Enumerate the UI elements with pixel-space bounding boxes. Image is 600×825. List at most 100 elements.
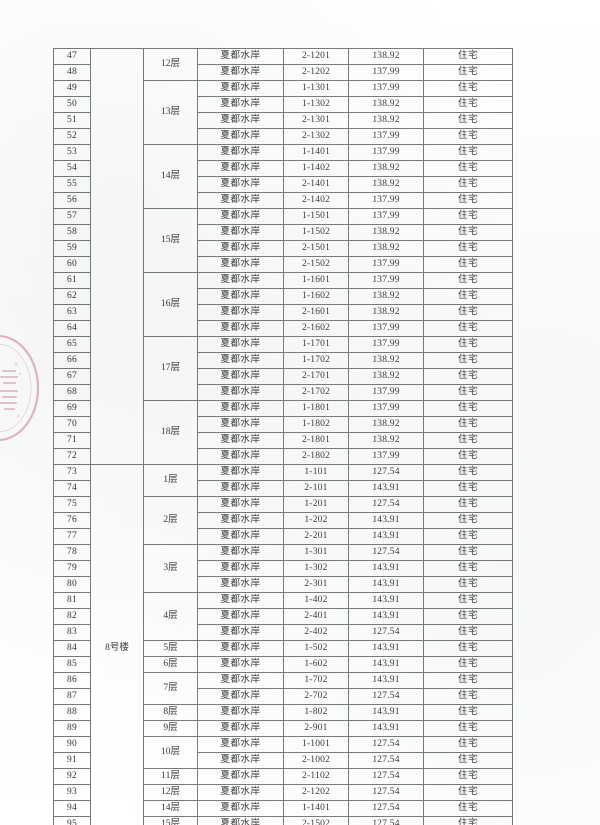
cell-sequence-number: 51 [53, 112, 91, 129]
table-body: 47 12层 夏都水岸 2-1201 138.92 住宅 48 夏都水岸 2-1202 137.9… [53, 48, 513, 825]
table-row: 65 17层 夏都水岸 1-1701 137.99 住宅 [53, 336, 513, 401]
cell-sequence-number: 65 [53, 336, 91, 353]
cell-area: 127.54 [348, 496, 424, 513]
cell-area: 138.92 [348, 48, 424, 65]
cell-usage: 住宅 [423, 672, 513, 689]
cell-unit-number: 2-1201 [283, 48, 349, 65]
cell-project-name: 夏都水岸 [197, 544, 284, 561]
cell-usage: 住宅 [423, 80, 513, 97]
cell-area: 143.91 [348, 528, 424, 545]
cell-area: 137.99 [348, 320, 424, 337]
cell-area: 127.54 [348, 464, 424, 481]
cell-usage: 住宅 [423, 752, 513, 769]
table-row: 52 夏都水岸 2-1302 137.99 住宅 [53, 128, 513, 145]
cell-project-name: 夏都水岸 [197, 112, 284, 129]
cell-area: 127.54 [348, 784, 424, 801]
cell-sequence-number: 57 [53, 208, 91, 225]
cell-usage: 住宅 [423, 592, 513, 609]
cell-unit-number: 2-1501 [283, 240, 349, 257]
cell-project-name: 夏都水岸 [197, 592, 284, 609]
cell-sequence-number: 93 [53, 784, 91, 801]
cell-unit-number: 1-1602 [283, 288, 349, 305]
cell-usage: 住宅 [423, 416, 513, 433]
cell-area: 137.99 [348, 144, 424, 161]
cell-unit-number: 2-1202 [283, 784, 349, 801]
cell-area: 143.91 [348, 656, 424, 673]
cell-unit-number: 2-1801 [283, 432, 349, 449]
cell-area: 127.54 [348, 624, 424, 641]
cell-usage: 住宅 [423, 336, 513, 353]
cell-area: 143.91 [348, 608, 424, 625]
cell-unit-number: 1-1402 [283, 160, 349, 177]
property-registration-table: 47 12层 夏都水岸 2-1201 138.92 住宅 48 夏都水岸 2-1202 137.9… [53, 48, 513, 825]
table-row: 92 11层 夏都水岸 2-1102 127.54 住宅 [53, 768, 513, 785]
cell-project-name: 夏都水岸 [197, 576, 284, 593]
cell-project-name: 夏都水岸 [197, 496, 284, 513]
table-row: 64 夏都水岸 2-1602 137.99 住宅 [53, 320, 513, 337]
cell-floor-number: 12层 [143, 784, 198, 801]
cell-unit-number: 2-1702 [283, 384, 349, 401]
cell-project-name: 夏都水岸 [197, 672, 284, 689]
cell-area: 127.54 [348, 688, 424, 705]
table-row: 74 夏都水岸 2-101 143.91 住宅 [53, 480, 513, 497]
cell-project-name: 夏都水岸 [197, 80, 284, 97]
cell-unit-number: 1-602 [283, 656, 349, 673]
cell-unit-number: 1-201 [283, 496, 349, 513]
cell-project-name: 夏都水岸 [197, 272, 284, 289]
cell-unit-number: 2-1402 [283, 192, 349, 209]
cell-unit-number: 1-1401 [283, 144, 349, 161]
cell-sequence-number: 76 [53, 512, 91, 529]
cell-project-name: 夏都水岸 [197, 320, 284, 337]
cell-project-name: 夏都水岸 [197, 528, 284, 545]
cell-project-name: 夏都水岸 [197, 416, 284, 433]
cell-area: 137.99 [348, 208, 424, 225]
cell-unit-number: 1-502 [283, 640, 349, 657]
cell-unit-number: 1-1001 [283, 736, 349, 753]
cell-sequence-number: 95 [53, 816, 91, 825]
cell-sequence-number: 78 [53, 544, 91, 561]
cell-project-name: 夏都水岸 [197, 144, 284, 161]
cell-area: 138.92 [348, 304, 424, 321]
cell-project-name: 夏都水岸 [197, 784, 284, 801]
cell-sequence-number: 50 [53, 96, 91, 113]
cell-floor-number: 7层 [143, 672, 198, 705]
cell-project-name: 夏都水岸 [197, 640, 284, 657]
table-row: 79 夏都水岸 1-302 143.91 住宅 [53, 560, 513, 577]
table-row: 70 夏都水岸 1-1802 138.92 住宅 [53, 416, 513, 433]
cell-project-name: 夏都水岸 [197, 160, 284, 177]
cell-sequence-number: 58 [53, 224, 91, 241]
cell-unit-number: 1-402 [283, 592, 349, 609]
table-row: 63 夏都水岸 2-1601 138.92 住宅 [53, 304, 513, 321]
table-row: 83 夏都水岸 2-402 127.54 住宅 [53, 624, 513, 641]
cell-unit-number: 2-101 [283, 480, 349, 497]
cell-area: 143.91 [348, 480, 424, 497]
cell-project-name: 夏都水岸 [197, 608, 284, 625]
cell-usage: 住宅 [423, 64, 513, 81]
cell-area: 143.91 [348, 640, 424, 657]
cell-building-number: 8号楼 [90, 464, 144, 825]
cell-sequence-number: 56 [53, 192, 91, 209]
cell-floor-number: 5层 [143, 640, 198, 657]
table-row: 89 9层 夏都水岸 2-901 143.91 住宅 [53, 720, 513, 737]
cell-sequence-number: 49 [53, 80, 91, 97]
cell-sequence-number: 52 [53, 128, 91, 145]
cell-floor-number: 4层 [143, 592, 198, 641]
cell-project-name: 夏都水岸 [197, 464, 284, 481]
cell-sequence-number: 80 [53, 576, 91, 593]
cell-unit-number: 2-1601 [283, 304, 349, 321]
cell-area: 137.99 [348, 192, 424, 209]
cell-project-name: 夏都水岸 [197, 400, 284, 417]
cell-floor-number: 15层 [143, 816, 198, 825]
cell-floor-number: 2层 [143, 496, 198, 545]
cell-sequence-number: 59 [53, 240, 91, 257]
cell-floor-number: 9层 [143, 720, 198, 737]
table-row: 72 夏都水岸 2-1802 137.99 住宅 [53, 448, 513, 465]
cell-sequence-number: 47 [53, 48, 91, 65]
table-row: 47 12层 夏都水岸 2-1201 138.92 住宅 [53, 48, 513, 465]
cell-usage: 住宅 [423, 512, 513, 529]
cell-area: 138.92 [348, 368, 424, 385]
cell-area: 143.91 [348, 560, 424, 577]
cell-area: 143.91 [348, 720, 424, 737]
cell-area: 143.91 [348, 592, 424, 609]
